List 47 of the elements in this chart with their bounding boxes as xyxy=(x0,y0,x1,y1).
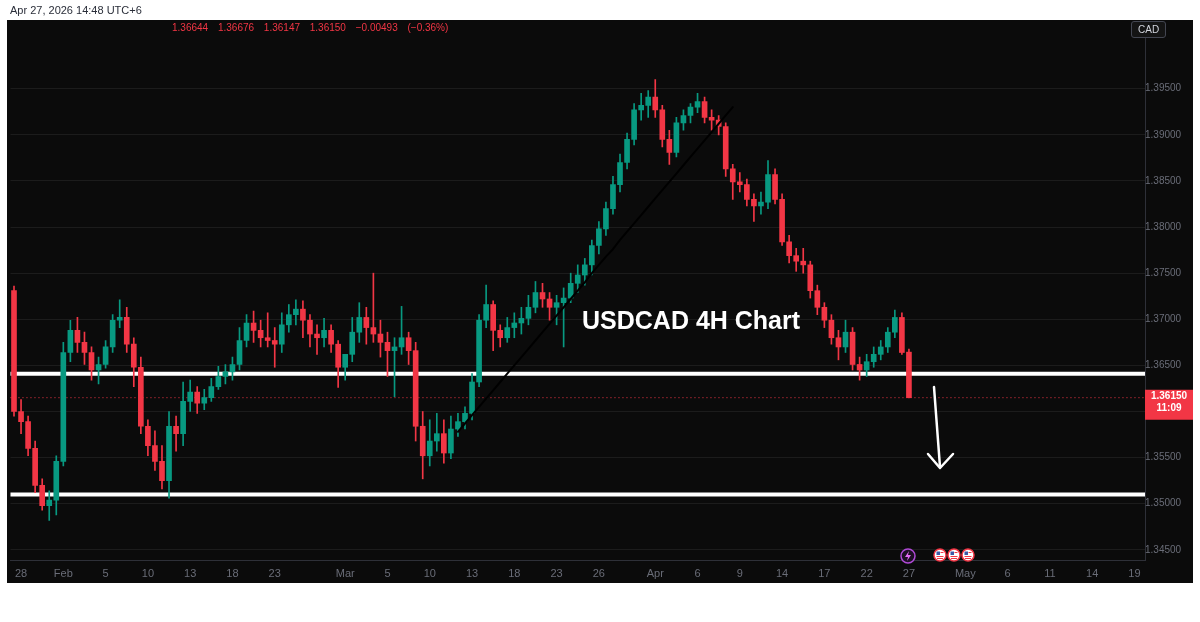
x-tick-label: Mar xyxy=(335,566,355,579)
x-tick-label: Apr xyxy=(646,566,665,579)
y-tick-label: 1.35500 xyxy=(1145,451,1182,463)
x-tick-label: 6 xyxy=(1004,566,1011,579)
x-tick-label: Feb xyxy=(53,566,73,579)
y-tick-label: 1.36500 xyxy=(1145,359,1182,371)
y-tick-label: 1.39500 xyxy=(1145,82,1182,94)
x-tick-label: 26 xyxy=(592,566,606,579)
x-tick-label: 27 xyxy=(902,566,916,579)
text: USDCAD 4H Chart xyxy=(582,306,801,335)
x-tick-label: 17 xyxy=(818,566,831,579)
x-tick-label: 28 xyxy=(14,566,28,579)
candlestick xyxy=(314,324,320,355)
candlestick xyxy=(46,490,53,521)
x-tick-label: 5 xyxy=(384,566,391,579)
x-tick-label: 6 xyxy=(694,566,701,579)
candlestick xyxy=(433,413,440,452)
x-tick-label: 18 xyxy=(508,566,521,579)
y-axis-title: CAD xyxy=(1131,21,1167,38)
x-tick-label: 5 xyxy=(102,566,109,579)
x-tick-label: 13 xyxy=(465,566,479,579)
x-tick-label: 23 xyxy=(550,566,563,579)
y-tick-label: 1.38000 xyxy=(1145,220,1182,232)
x-tick-label: 10 xyxy=(141,566,155,579)
y-tick-label: 1.35000 xyxy=(1145,497,1182,509)
x-tick-label: 14 xyxy=(775,566,789,579)
x-tick-label: 11 xyxy=(1044,566,1056,579)
x-tick-label: 14 xyxy=(1086,566,1099,579)
y-tick-label: 1.39000 xyxy=(1145,128,1182,140)
y-tick-label: 1.37000 xyxy=(1145,313,1182,325)
text: Apr 27, 2026 14:48 UTC+6 xyxy=(10,4,142,16)
candlestick xyxy=(758,191,764,215)
x-tick-label: 22 xyxy=(860,566,873,579)
x-tick-label: 10 xyxy=(423,566,436,579)
candlestick xyxy=(116,299,123,328)
ref-line-label: 1.36150 11:09 xyxy=(1150,390,1188,414)
x-tick-label: 9 xyxy=(736,566,743,579)
chart-subtitle: 1.36644 1.36676 1.36147 1.36150 −0.00493 (−0.36%) xyxy=(172,22,449,33)
y-tick-label: 1.37500 xyxy=(1145,266,1182,278)
x-tick-label: May xyxy=(954,566,977,579)
y-tick-label: 1.38500 xyxy=(1145,174,1182,186)
y-tick-label: 1.34500 xyxy=(1145,543,1182,555)
x-tick-label: 19 xyxy=(1128,566,1141,579)
candlestick xyxy=(173,415,179,452)
x-tick-label: 23 xyxy=(268,566,281,579)
x-tick-label: 13 xyxy=(184,566,197,579)
x-tick-label: 18 xyxy=(226,566,239,579)
